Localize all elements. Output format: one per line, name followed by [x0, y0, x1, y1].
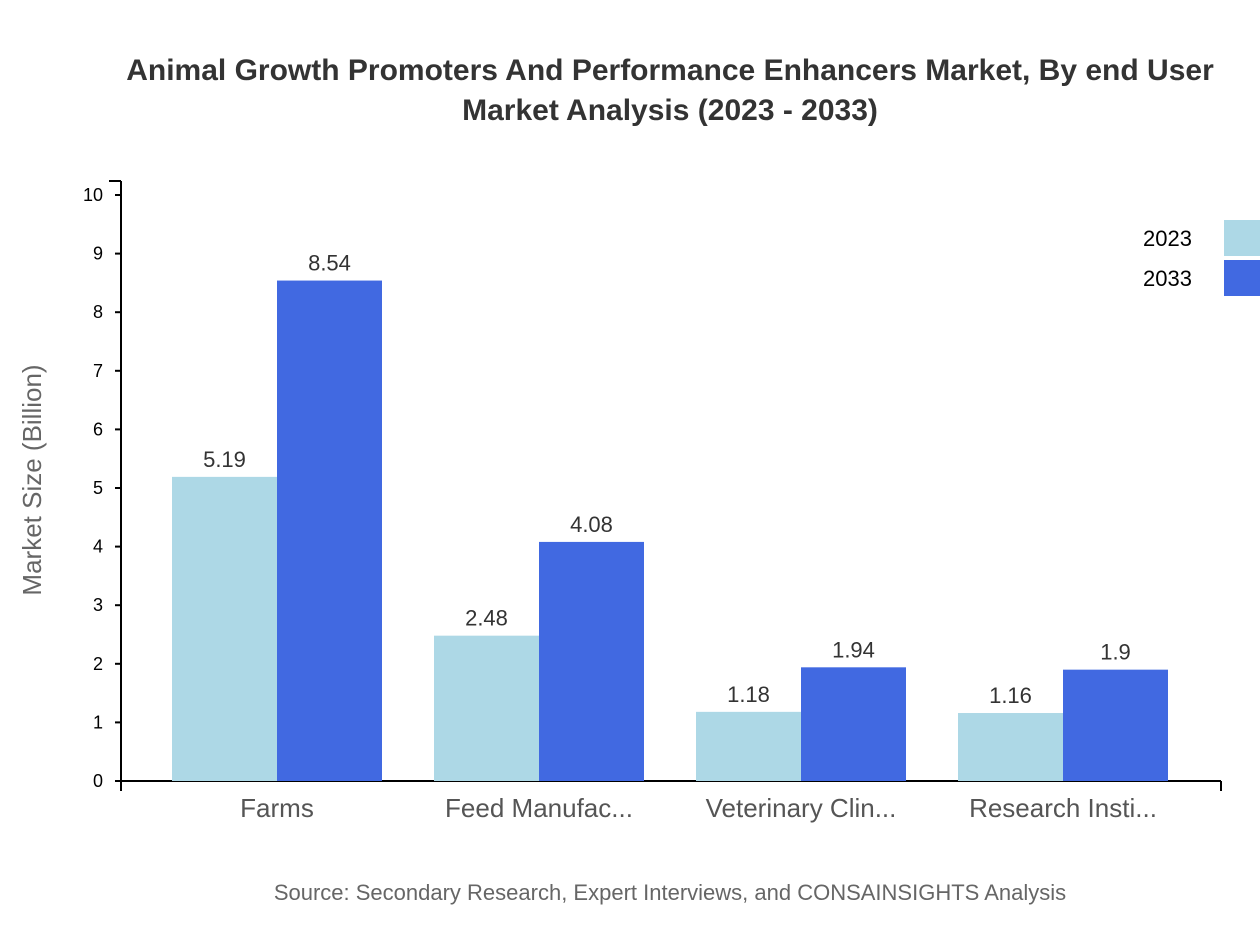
x-tick-label: Feed Manufac...	[445, 793, 633, 823]
y-tick-label: 2	[93, 654, 103, 674]
bar-2033	[539, 541, 644, 781]
bar-2033	[277, 280, 382, 781]
y-tick-label: 0	[93, 771, 103, 791]
y-tick-label: 3	[93, 595, 103, 615]
bar-2023	[434, 635, 539, 781]
y-tick-label: 5	[93, 478, 103, 498]
y-tick-label: 6	[93, 419, 103, 439]
source-note: Source: Secondary Research, Expert Inter…	[274, 880, 1066, 905]
legend-swatch-2033	[1224, 260, 1260, 296]
y-tick-label: 9	[93, 244, 103, 264]
y-axis: 0 1 2 3 4 5 6 7 8 9 10	[83, 180, 122, 791]
bar-2023	[696, 711, 801, 781]
legend-label: 2023	[1143, 226, 1192, 251]
y-axis-label: Market Size (Billion)	[17, 364, 47, 595]
legend: 2023 2033	[1143, 220, 1260, 296]
y-tick-label: 10	[83, 185, 103, 205]
bars: 5.19 8.54 2.48 4.08 1.18 1.94 1.16 1.9	[172, 251, 1168, 781]
data-label: 2.48	[465, 606, 508, 631]
x-tick-label: Research Insti...	[969, 793, 1157, 823]
y-tick-label: 1	[93, 712, 103, 732]
legend-swatch-2023	[1224, 220, 1260, 256]
data-label: 8.54	[308, 251, 351, 276]
chart-title-line1: Animal Growth Promoters And Performance …	[126, 54, 1214, 87]
chart-title-line2: Market Analysis (2023 - 2033)	[462, 94, 878, 127]
data-label: 5.19	[203, 447, 246, 472]
bar-2023	[958, 713, 1063, 781]
data-label: 4.08	[570, 512, 613, 537]
y-tick-label: 8	[93, 302, 103, 322]
bar-2033	[801, 667, 906, 781]
y-tick-label: 4	[93, 537, 103, 557]
x-axis: Farms Feed Manufac... Veterinary Clin... Re…	[120, 780, 1222, 823]
x-tick-label: Farms	[240, 793, 314, 823]
legend-label: 2033	[1143, 266, 1192, 291]
y-tick-label: 7	[93, 361, 103, 381]
bar-2023	[172, 476, 277, 781]
data-label: 1.94	[832, 637, 875, 662]
x-tick-label: Veterinary Clin...	[706, 793, 897, 823]
bar-2033	[1063, 669, 1168, 781]
data-label: 1.9	[1100, 640, 1131, 665]
data-label: 1.16	[989, 683, 1032, 708]
data-label: 1.18	[727, 682, 770, 707]
